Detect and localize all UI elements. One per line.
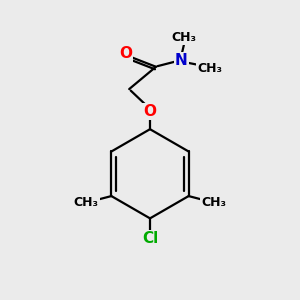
Text: CH₃: CH₃ [197, 62, 222, 75]
Text: CH₃: CH₃ [172, 31, 197, 44]
Text: CH₃: CH₃ [201, 196, 226, 209]
Text: N: N [175, 53, 188, 68]
Text: Cl: Cl [142, 231, 158, 246]
Text: O: O [143, 104, 157, 119]
Text: CH₃: CH₃ [74, 196, 99, 209]
Text: O: O [119, 46, 132, 61]
